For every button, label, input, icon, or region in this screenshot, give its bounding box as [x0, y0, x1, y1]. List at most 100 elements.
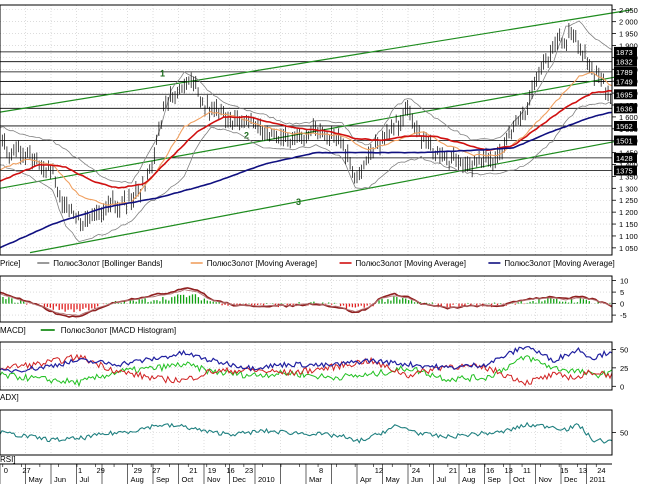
x-month-tick-label: May — [386, 475, 400, 484]
level-tag-label: 1749 — [616, 77, 633, 86]
macd-y-tick-label: 0 — [620, 300, 624, 309]
x-month-tick-label: Oct — [182, 475, 195, 484]
legend-label: ПолюсЗолот [Moving Average] — [504, 259, 614, 268]
x-month-tick-label: May — [29, 475, 43, 484]
adx-y-tick-label: 0 — [620, 382, 624, 391]
x-day-tick-label: 12 — [375, 466, 383, 475]
x-day-tick-label: 24 — [412, 466, 420, 475]
adx-y-tick-label: 25 — [620, 364, 628, 373]
macd-y-tick-label: 10 — [620, 277, 628, 286]
x-month-tick-label: Mar — [309, 475, 322, 484]
rsi-line — [0, 421, 613, 444]
level-tag-label: 1832 — [616, 58, 633, 67]
channel-label-3: 3 — [296, 197, 301, 207]
macd-y-tick-label: 5 — [620, 288, 624, 297]
rsi-panel: 50 RSI] — [0, 409, 628, 464]
adx-line — [0, 346, 613, 374]
rsi-y-tick-label: 50 — [620, 429, 628, 438]
x-day-tick-label: 27 — [22, 466, 30, 475]
price-y-tick-label: 2 000 — [619, 18, 638, 27]
channel-label-1: 1 — [160, 68, 165, 78]
x-month-tick-label: Aug — [462, 475, 475, 484]
x-month-tick-label: Jul — [437, 475, 447, 484]
x-month-tick-label: Jun — [54, 475, 66, 484]
price-y-tick-label: 1 950 — [619, 30, 638, 39]
level-tag-label: 1636 — [616, 104, 633, 113]
macd-line — [0, 287, 613, 318]
price-y-tick-label: 1 150 — [619, 220, 638, 229]
x-day-tick-label: 0 — [4, 466, 8, 475]
x-month-tick-label: Apr — [360, 475, 372, 484]
level-tag-box — [614, 152, 637, 163]
level-tag-box — [614, 46, 637, 57]
level-tag-box — [614, 135, 637, 146]
price-y-tick-label: 1 400 — [619, 161, 638, 170]
x-day-tick-label: 13 — [505, 466, 513, 475]
x-month-tick-label: 2010 — [258, 475, 275, 484]
level-tag-label: 1695 — [616, 90, 633, 99]
macd-panel: 10 5 0 -5 MACD] ПолюсЗолот [MACD Histogram] — [0, 275, 628, 335]
price-y-tick-label: 1 350 — [619, 172, 638, 181]
x-day-tick-label: 21 — [449, 466, 457, 475]
x-day-tick-label: 15 — [560, 466, 568, 475]
x-month-tick-label: Sep — [488, 475, 501, 484]
adx-y-tick-label: 50 — [620, 345, 628, 354]
level-tag-box — [614, 76, 637, 87]
x-day-tick-label: 27 — [152, 466, 160, 475]
x-month-tick-label: 2011 — [590, 475, 606, 484]
di-minus-line — [0, 353, 613, 387]
level-tag-label: 1501 — [616, 136, 633, 145]
bollinger-lower-line — [0, 102, 613, 243]
price-y-tick-label: 1 600 — [619, 113, 638, 122]
channel-line-2 — [0, 73, 633, 189]
price-y-tick-label: 1 050 — [619, 244, 638, 253]
adx-legend-label: ADX] — [0, 393, 19, 402]
macd-legend-label: MACD] — [0, 326, 26, 335]
legend-label: ПолюсЗолот [Bollinger Bands] — [53, 259, 162, 268]
x-day-tick-label: 29 — [134, 466, 142, 475]
x-day-tick-label: 21 — [189, 466, 197, 475]
x-day-tick-label: 24 — [597, 466, 605, 475]
level-tag-box — [614, 89, 637, 100]
adx-panel: 50 25 0 ADX] — [0, 341, 628, 402]
legend-label: ПолюсЗолот [Moving Average] — [356, 259, 466, 268]
x-axis: 0 27 1 29 29 27 21 19 16 23 8 12 24 21 18 16 13 11 15 13 24 M… — [0, 463, 612, 484]
level-tag-label: 1428 — [616, 154, 633, 163]
macd-legend-label: ПолюсЗолот [MACD Histogram] — [61, 326, 176, 335]
x-month-tick-label: Jul — [80, 475, 90, 484]
legend-label: ПолюсЗолот [Moving Average] — [207, 259, 317, 268]
macd-y-tick-label: -5 — [620, 311, 627, 320]
moving-average-slow-line — [0, 111, 613, 249]
di-plus-line — [0, 355, 613, 388]
price-y-tick-label: 1 300 — [619, 184, 638, 193]
channel-line-1 — [0, 9, 633, 113]
x-day-tick-label: 13 — [579, 466, 587, 475]
level-tag-box — [614, 103, 637, 114]
x-day-tick-label: 16 — [486, 466, 494, 475]
price-y-tick-label: 1 200 — [619, 208, 638, 217]
level-tag-box — [614, 56, 637, 67]
moving-average-mid-line — [0, 89, 613, 189]
x-month-tick-label: Aug — [131, 475, 144, 484]
x-day-tick-label: 29 — [97, 466, 105, 475]
x-day-tick-label: 11 — [523, 466, 531, 475]
bollinger-upper-line — [0, 20, 613, 184]
level-tag-box — [614, 120, 637, 131]
x-day-tick-label: 1 — [78, 466, 82, 475]
price-y-tick-label: 2 050 — [619, 6, 638, 15]
price-y-tick-label: 1 250 — [619, 196, 638, 205]
level-tag-label: 1789 — [616, 68, 633, 77]
x-month-tick-label: Jun — [411, 475, 423, 484]
x-month-tick-label: Nov — [207, 475, 221, 484]
x-month-tick-label: Dec — [233, 475, 247, 484]
level-tag-label: 1375 — [616, 166, 633, 175]
level-tag-box — [614, 66, 637, 77]
x-month-tick-label: Dec — [564, 475, 578, 484]
x-day-tick-label: 8 — [319, 466, 323, 475]
level-tag-label: 1873 — [616, 48, 633, 57]
rsi-legend-label: RSI] — [0, 455, 16, 464]
x-day-tick-label: 23 — [245, 466, 253, 475]
x-day-tick-label: 19 — [208, 466, 216, 475]
